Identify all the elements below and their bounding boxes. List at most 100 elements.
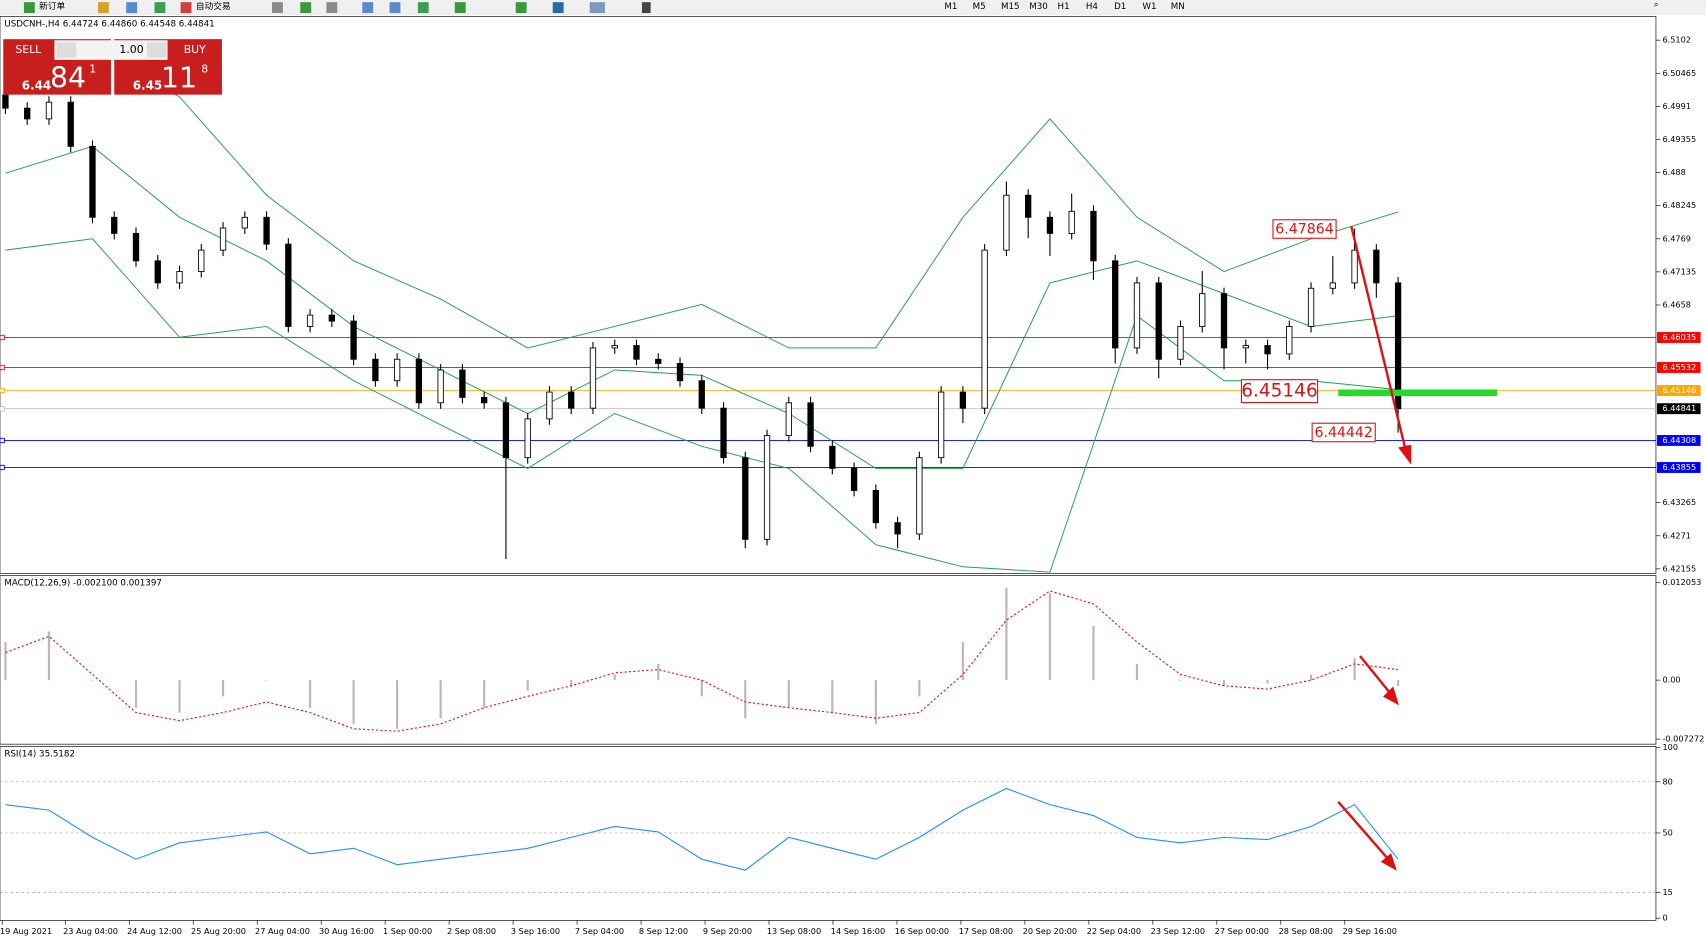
bollinger-band bbox=[5, 238, 1399, 573]
lots-value: 1.00 bbox=[119, 43, 143, 56]
autotrade-button[interactable]: 自动交易 bbox=[196, 0, 231, 12]
x-tick-label: 3 Sep 16:00 bbox=[511, 926, 560, 936]
macd-bar bbox=[91, 680, 94, 681]
macd-bar bbox=[221, 680, 225, 697]
y-tick-label: 100 bbox=[1662, 742, 1678, 752]
buy-price-big: 6.45 bbox=[133, 78, 163, 92]
x-tick-label: 9 Sep 20:00 bbox=[703, 926, 752, 936]
macd-bar bbox=[1266, 680, 1269, 684]
macd-bar bbox=[831, 680, 834, 713]
candle-body bbox=[981, 249, 988, 409]
price-level-label: 6.45532 bbox=[1662, 362, 1696, 372]
order-panel: SELL BUY 1.00 6.44 84 1 6.45 11 8 bbox=[3, 39, 222, 95]
macd-bar bbox=[1222, 680, 1226, 686]
x-tick-label: 25 Aug 20:00 bbox=[191, 926, 246, 936]
candle-body bbox=[1394, 282, 1402, 410]
candle-body bbox=[633, 345, 640, 360]
candle-body bbox=[67, 101, 74, 147]
x-tick-label: 29 Sep 16:00 bbox=[1343, 926, 1397, 936]
macd-bar bbox=[352, 680, 355, 724]
buy-pips: 11 bbox=[161, 61, 197, 94]
candle-body bbox=[1112, 260, 1119, 349]
y-tick-label: 6.5102 bbox=[1662, 35, 1690, 45]
candle-body bbox=[1003, 194, 1010, 251]
y-tick-label: 6.4271 bbox=[1662, 530, 1690, 540]
candle-body bbox=[45, 101, 53, 120]
timeframe-button[interactable]: H1 bbox=[1058, 2, 1070, 12]
candle-body bbox=[1264, 345, 1271, 355]
price-level-handle bbox=[0, 387, 5, 394]
price-level-handle bbox=[0, 406, 5, 412]
candle-body bbox=[1046, 216, 1054, 234]
toolbar bbox=[0, 0, 1706, 16]
price-level-tag bbox=[1657, 362, 1701, 373]
macd-panel bbox=[0, 575, 1657, 745]
x-tick-label: 28 Sep 08:00 bbox=[1279, 926, 1333, 936]
timeframe-button[interactable]: W1 bbox=[1142, 2, 1156, 12]
macd-bar bbox=[1309, 674, 1313, 681]
y-tick-label: 6.42155 bbox=[1662, 563, 1696, 573]
candle-body bbox=[459, 369, 466, 398]
price-level-label: 6.43855 bbox=[1662, 462, 1696, 472]
annotation-box bbox=[1311, 422, 1376, 443]
timeframe-button[interactable]: M1 bbox=[944, 2, 957, 12]
candle-body bbox=[328, 314, 335, 322]
candle-body bbox=[1068, 210, 1075, 234]
sell-button[interactable]: SELL bbox=[15, 43, 41, 56]
timeframe-button[interactable]: H4 bbox=[1086, 2, 1099, 12]
y-tick-label: 0 bbox=[1662, 913, 1667, 923]
lots-up[interactable] bbox=[146, 42, 167, 58]
candle-body bbox=[111, 216, 118, 234]
y-tick-label: 6.49355 bbox=[1662, 134, 1696, 144]
search-icon[interactable]: ⌕ bbox=[1654, 0, 1659, 10]
macd-bar bbox=[961, 642, 964, 681]
support-zone bbox=[1338, 389, 1498, 397]
bollinger-band bbox=[5, 47, 1399, 349]
macd-bar bbox=[178, 680, 181, 713]
candle-body bbox=[481, 396, 488, 404]
candle-body bbox=[850, 467, 858, 491]
candle-body bbox=[720, 407, 727, 459]
x-tick-label: 17 Sep 08:00 bbox=[959, 926, 1013, 936]
macd-signal-line bbox=[5, 590, 1399, 732]
candle-body bbox=[1220, 293, 1228, 349]
y-tick-label: 6.4991 bbox=[1662, 101, 1690, 111]
macd-bar bbox=[918, 680, 921, 697]
x-tick-label: 30 Aug 16:00 bbox=[319, 926, 374, 936]
timeframe-button[interactable]: M30 bbox=[1029, 2, 1048, 12]
timeframe-button[interactable]: MN bbox=[1171, 2, 1185, 12]
timeframe-button[interactable]: M15 bbox=[1001, 2, 1020, 12]
candle-body bbox=[198, 249, 205, 273]
candle-body bbox=[372, 358, 379, 382]
rsi-label: RSI(14) 35.5182 bbox=[4, 749, 75, 759]
y-tick-label: 6.48245 bbox=[1662, 200, 1696, 210]
timeframe-button[interactable]: D1 bbox=[1114, 2, 1126, 12]
timeframe-button[interactable]: M5 bbox=[973, 2, 986, 12]
candle-body bbox=[415, 358, 423, 404]
candle-body bbox=[785, 402, 792, 437]
candle-body bbox=[763, 435, 771, 540]
candle-body bbox=[1351, 249, 1358, 284]
price-level-handle bbox=[0, 464, 5, 471]
rsi-panel bbox=[0, 746, 1657, 921]
candle-body bbox=[393, 358, 401, 382]
price-level-tag bbox=[1657, 385, 1701, 396]
candle-body bbox=[698, 380, 705, 409]
macd-bar bbox=[483, 680, 486, 708]
macd-bar bbox=[1048, 593, 1052, 681]
macd-bar bbox=[134, 680, 138, 708]
candle-body bbox=[589, 347, 597, 409]
annotation: 6.47864 bbox=[1275, 222, 1333, 238]
y-tick-label: 6.488 bbox=[1662, 167, 1685, 177]
rsi-line bbox=[5, 787, 1399, 871]
buy-button[interactable]: BUY bbox=[184, 43, 206, 56]
y-tick-label: 50 bbox=[1662, 827, 1672, 837]
buy-fraction: 8 bbox=[201, 63, 208, 76]
macd-bar bbox=[657, 663, 660, 681]
x-tick-label: 14 Sep 16:00 bbox=[831, 926, 885, 936]
new-order-button[interactable]: 新订单 bbox=[39, 0, 65, 12]
annotation-box bbox=[1240, 379, 1319, 404]
icon bbox=[180, 2, 192, 14]
lots-down[interactable] bbox=[56, 42, 77, 58]
macd-bar bbox=[1092, 625, 1095, 681]
